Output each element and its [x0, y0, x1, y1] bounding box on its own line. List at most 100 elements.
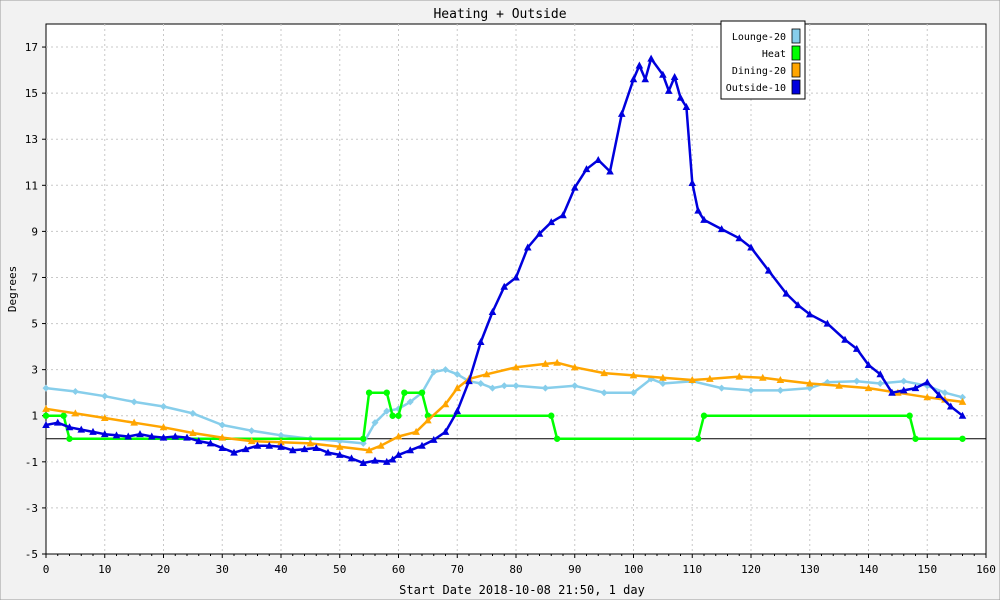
data-point — [864, 361, 873, 369]
data-point — [306, 439, 315, 447]
data-point — [112, 431, 121, 439]
x-tick-label: 140 — [859, 563, 879, 576]
data-point — [277, 438, 285, 446]
data-point — [700, 215, 708, 223]
data-point — [453, 370, 461, 378]
data-point — [371, 419, 379, 427]
data-point — [670, 73, 679, 80]
data-point — [911, 384, 920, 392]
legend: Lounge-20 Heat Dining-20 Outside-10 — [720, 20, 806, 100]
x-tick-label: 120 — [741, 563, 761, 576]
data-point — [377, 441, 385, 449]
data-point — [476, 338, 485, 345]
data-point — [441, 427, 450, 435]
data-point — [194, 437, 203, 445]
data-point — [247, 437, 256, 445]
data-point — [300, 445, 309, 453]
x-tick-label: 100 — [624, 563, 644, 576]
data-point — [935, 391, 943, 398]
data-point — [512, 273, 520, 281]
data-point — [42, 404, 50, 412]
data-point — [535, 229, 544, 237]
data-point — [794, 301, 802, 309]
y-tick-label: -3 — [25, 502, 38, 515]
data-point — [912, 435, 919, 442]
data-point — [401, 389, 408, 396]
data-point — [600, 389, 608, 397]
y-axis-label: Degrees — [6, 266, 19, 312]
data-point — [365, 446, 373, 454]
data-point — [959, 393, 966, 401]
data-point — [147, 432, 156, 440]
y-tick-label: 7 — [31, 271, 38, 284]
data-point — [265, 441, 274, 449]
data-point — [77, 425, 86, 433]
data-point — [676, 93, 685, 101]
data-point — [541, 359, 550, 367]
data-point — [406, 446, 415, 454]
data-point — [218, 433, 227, 441]
data-point — [571, 382, 579, 390]
data-point — [429, 435, 438, 443]
series-line — [45, 57, 964, 465]
x-tick-label: 30 — [216, 563, 229, 576]
data-point — [635, 61, 644, 69]
data-point — [512, 363, 520, 371]
y-tick-label: 13 — [25, 133, 38, 146]
data-point — [606, 167, 614, 175]
data-point — [60, 412, 67, 419]
data-point — [629, 371, 638, 379]
data-point — [570, 363, 579, 371]
data-point — [171, 432, 180, 440]
data-point — [782, 289, 791, 297]
data-point — [946, 402, 955, 410]
data-point — [694, 206, 702, 214]
data-point — [876, 379, 884, 387]
y-tick-label: 1 — [31, 410, 38, 423]
data-point — [347, 454, 356, 462]
data-point — [659, 379, 667, 387]
data-point — [629, 75, 638, 83]
legend-swatch — [791, 28, 801, 44]
data-point — [594, 155, 603, 163]
data-point — [371, 456, 379, 464]
data-point — [42, 412, 50, 419]
data-point — [776, 386, 784, 394]
data-point — [365, 389, 373, 396]
data-point — [959, 435, 966, 442]
data-point — [189, 429, 197, 437]
data-point — [664, 86, 673, 94]
data-point — [312, 444, 321, 451]
data-point — [570, 183, 579, 191]
x-tick-label: 70 — [451, 563, 464, 576]
data-point — [547, 218, 556, 226]
data-point — [600, 369, 608, 377]
data-point — [864, 384, 873, 392]
data-point — [288, 446, 297, 454]
data-point — [383, 407, 391, 415]
x-tick-label: 90 — [568, 563, 581, 576]
data-point — [559, 211, 567, 219]
data-point — [424, 416, 432, 424]
data-point — [823, 319, 832, 327]
data-point — [582, 165, 591, 173]
data-point — [876, 370, 885, 378]
data-point — [841, 335, 849, 343]
data-point — [706, 374, 714, 382]
legend-swatch — [791, 79, 801, 95]
y-tick-label: 17 — [25, 41, 38, 54]
x-tick-label: 160 — [976, 563, 996, 576]
x-tick-label: 130 — [800, 563, 820, 576]
grid — [46, 24, 986, 554]
data-point — [776, 376, 785, 384]
data-point — [465, 377, 473, 385]
legend-label: Dining-20 — [732, 66, 786, 77]
data-point — [482, 370, 491, 378]
data-point — [183, 433, 191, 441]
data-point — [388, 455, 397, 463]
data-point — [335, 442, 344, 450]
data-point — [764, 266, 773, 274]
data-point — [688, 376, 697, 384]
data-point — [53, 418, 62, 426]
data-point — [441, 400, 450, 408]
